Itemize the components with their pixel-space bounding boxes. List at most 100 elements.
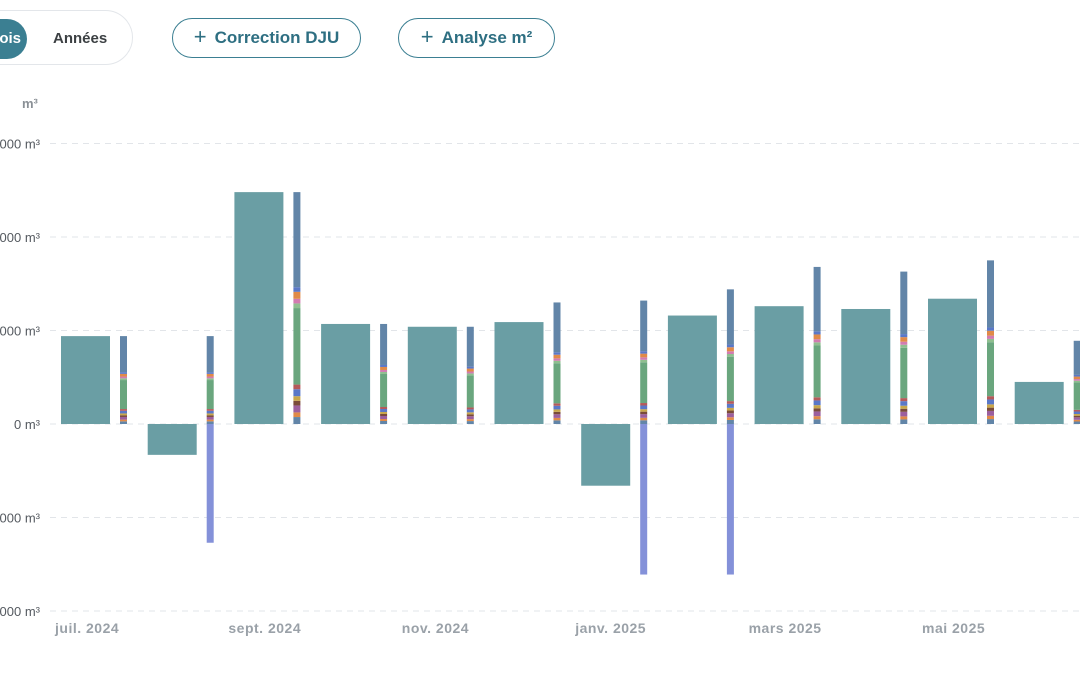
breakdown-segment[interactable] [120, 376, 127, 379]
breakdown-segment[interactable] [640, 405, 648, 410]
breakdown-segment[interactable] [466, 375, 474, 408]
breakdown-segment[interactable] [1073, 379, 1080, 381]
breakdown-segment[interactable] [1073, 374, 1080, 377]
breakdown-segment[interactable] [813, 419, 821, 424]
breakdown-negative-bar[interactable] [206, 424, 214, 543]
breakdown-segment[interactable] [206, 413, 214, 416]
breakdown-segment[interactable] [640, 351, 648, 354]
breakdown-segment[interactable] [380, 371, 388, 374]
breakdown-segment[interactable] [640, 414, 648, 418]
breakdown-segment[interactable] [466, 414, 474, 417]
breakdown-segment[interactable] [640, 403, 648, 406]
breakdown-segment[interactable] [120, 421, 127, 424]
breakdown-segment[interactable] [380, 411, 388, 414]
breakdown-segment[interactable] [466, 416, 474, 420]
breakdown-segment[interactable] [987, 338, 994, 343]
breakdown-segment[interactable] [293, 417, 301, 424]
breakdown-segment[interactable] [987, 335, 994, 339]
total-bar[interactable] [667, 315, 717, 424]
breakdown-segment[interactable] [726, 403, 734, 408]
breakdown-segment[interactable] [813, 405, 821, 409]
breakdown-segment[interactable] [293, 396, 301, 401]
breakdown-segment[interactable] [987, 342, 994, 397]
breakdown-segment[interactable] [466, 419, 474, 422]
breakdown-segment[interactable] [553, 302, 561, 353]
breakdown-segment[interactable] [466, 373, 474, 376]
total-bar[interactable] [407, 326, 457, 424]
breakdown-segment[interactable] [900, 408, 908, 412]
breakdown-segment[interactable] [120, 372, 127, 374]
breakdown-segment[interactable] [120, 416, 127, 420]
period-option-months[interactable]: Mois [0, 19, 27, 59]
breakdown-segment[interactable] [813, 411, 821, 417]
breakdown-segment[interactable] [900, 337, 908, 342]
breakdown-segment[interactable] [120, 410, 127, 414]
breakdown-segment[interactable] [726, 401, 734, 404]
breakdown-segment[interactable] [813, 331, 821, 335]
breakdown-segment[interactable] [813, 266, 821, 332]
breakdown-segment[interactable] [466, 368, 474, 372]
breakdown-segment[interactable] [206, 410, 214, 414]
breakdown-segment[interactable] [1073, 382, 1080, 410]
breakdown-segment[interactable] [206, 376, 214, 379]
breakdown-segment[interactable] [726, 417, 734, 420]
breakdown-segment[interactable] [900, 398, 908, 402]
breakdown-segment[interactable] [553, 352, 561, 355]
breakdown-segment[interactable] [900, 334, 908, 338]
breakdown-segment[interactable] [640, 353, 648, 358]
breakdown-segment[interactable] [206, 372, 214, 374]
breakdown-segment[interactable] [206, 409, 214, 411]
total-bar[interactable] [928, 298, 977, 424]
breakdown-segment[interactable] [466, 366, 474, 369]
breakdown-segment[interactable] [726, 407, 734, 411]
breakdown-segment[interactable] [120, 409, 127, 411]
breakdown-segment[interactable] [987, 330, 994, 336]
breakdown-negative-bar[interactable] [640, 424, 648, 575]
breakdown-segment[interactable] [466, 421, 474, 424]
breakdown-segment[interactable] [900, 341, 908, 345]
total-bar[interactable] [841, 308, 891, 424]
breakdown-segment[interactable] [813, 408, 821, 412]
breakdown-segment[interactable] [640, 300, 648, 352]
breakdown-segment[interactable] [380, 418, 388, 421]
total-bar[interactable] [61, 336, 110, 424]
breakdown-segment[interactable] [553, 354, 561, 359]
breakdown-segment[interactable] [900, 344, 908, 348]
breakdown-segment[interactable] [726, 419, 734, 424]
breakdown-segment[interactable] [380, 366, 388, 370]
breakdown-segment[interactable] [380, 413, 388, 416]
breakdown-segment[interactable] [900, 419, 908, 424]
breakdown-segment[interactable] [1073, 414, 1080, 416]
breakdown-segment[interactable] [120, 336, 127, 373]
breakdown-segment[interactable] [380, 323, 388, 365]
breakdown-segment[interactable] [206, 419, 214, 422]
breakdown-segment[interactable] [293, 308, 301, 385]
breakdown-segment[interactable] [987, 410, 994, 416]
breakdown-segment[interactable] [120, 378, 127, 381]
breakdown-segment[interactable] [380, 369, 388, 372]
breakdown-segment[interactable] [553, 360, 561, 364]
breakdown-segment[interactable] [380, 364, 388, 367]
breakdown-segment[interactable] [293, 384, 301, 390]
analysis-m2-button[interactable]: + Analyse m² [398, 18, 555, 58]
breakdown-segment[interactable] [900, 416, 908, 420]
breakdown-segment[interactable] [1073, 419, 1080, 422]
breakdown-segment[interactable] [553, 405, 561, 410]
breakdown-segment[interactable] [987, 404, 994, 408]
breakdown-segment[interactable] [380, 373, 388, 407]
breakdown-segment[interactable] [987, 396, 994, 400]
breakdown-segment[interactable] [1073, 409, 1080, 412]
breakdown-segment[interactable] [726, 353, 734, 357]
breakdown-segment[interactable] [640, 359, 648, 363]
breakdown-segment[interactable] [206, 336, 214, 373]
breakdown-segment[interactable] [726, 347, 734, 352]
breakdown-segment[interactable] [813, 339, 821, 343]
breakdown-segment[interactable] [293, 192, 301, 288]
breakdown-segment[interactable] [640, 362, 648, 404]
breakdown-segment[interactable] [726, 289, 734, 345]
total-bar[interactable] [321, 323, 371, 424]
breakdown-segment[interactable] [640, 411, 648, 415]
breakdown-segment[interactable] [293, 287, 301, 292]
breakdown-segment[interactable] [1073, 415, 1080, 418]
breakdown-segment[interactable] [553, 411, 561, 415]
